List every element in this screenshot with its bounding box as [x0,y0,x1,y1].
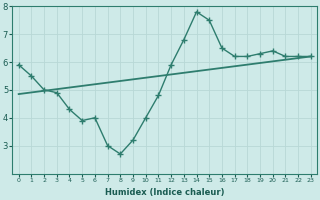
X-axis label: Humidex (Indice chaleur): Humidex (Indice chaleur) [105,188,225,197]
